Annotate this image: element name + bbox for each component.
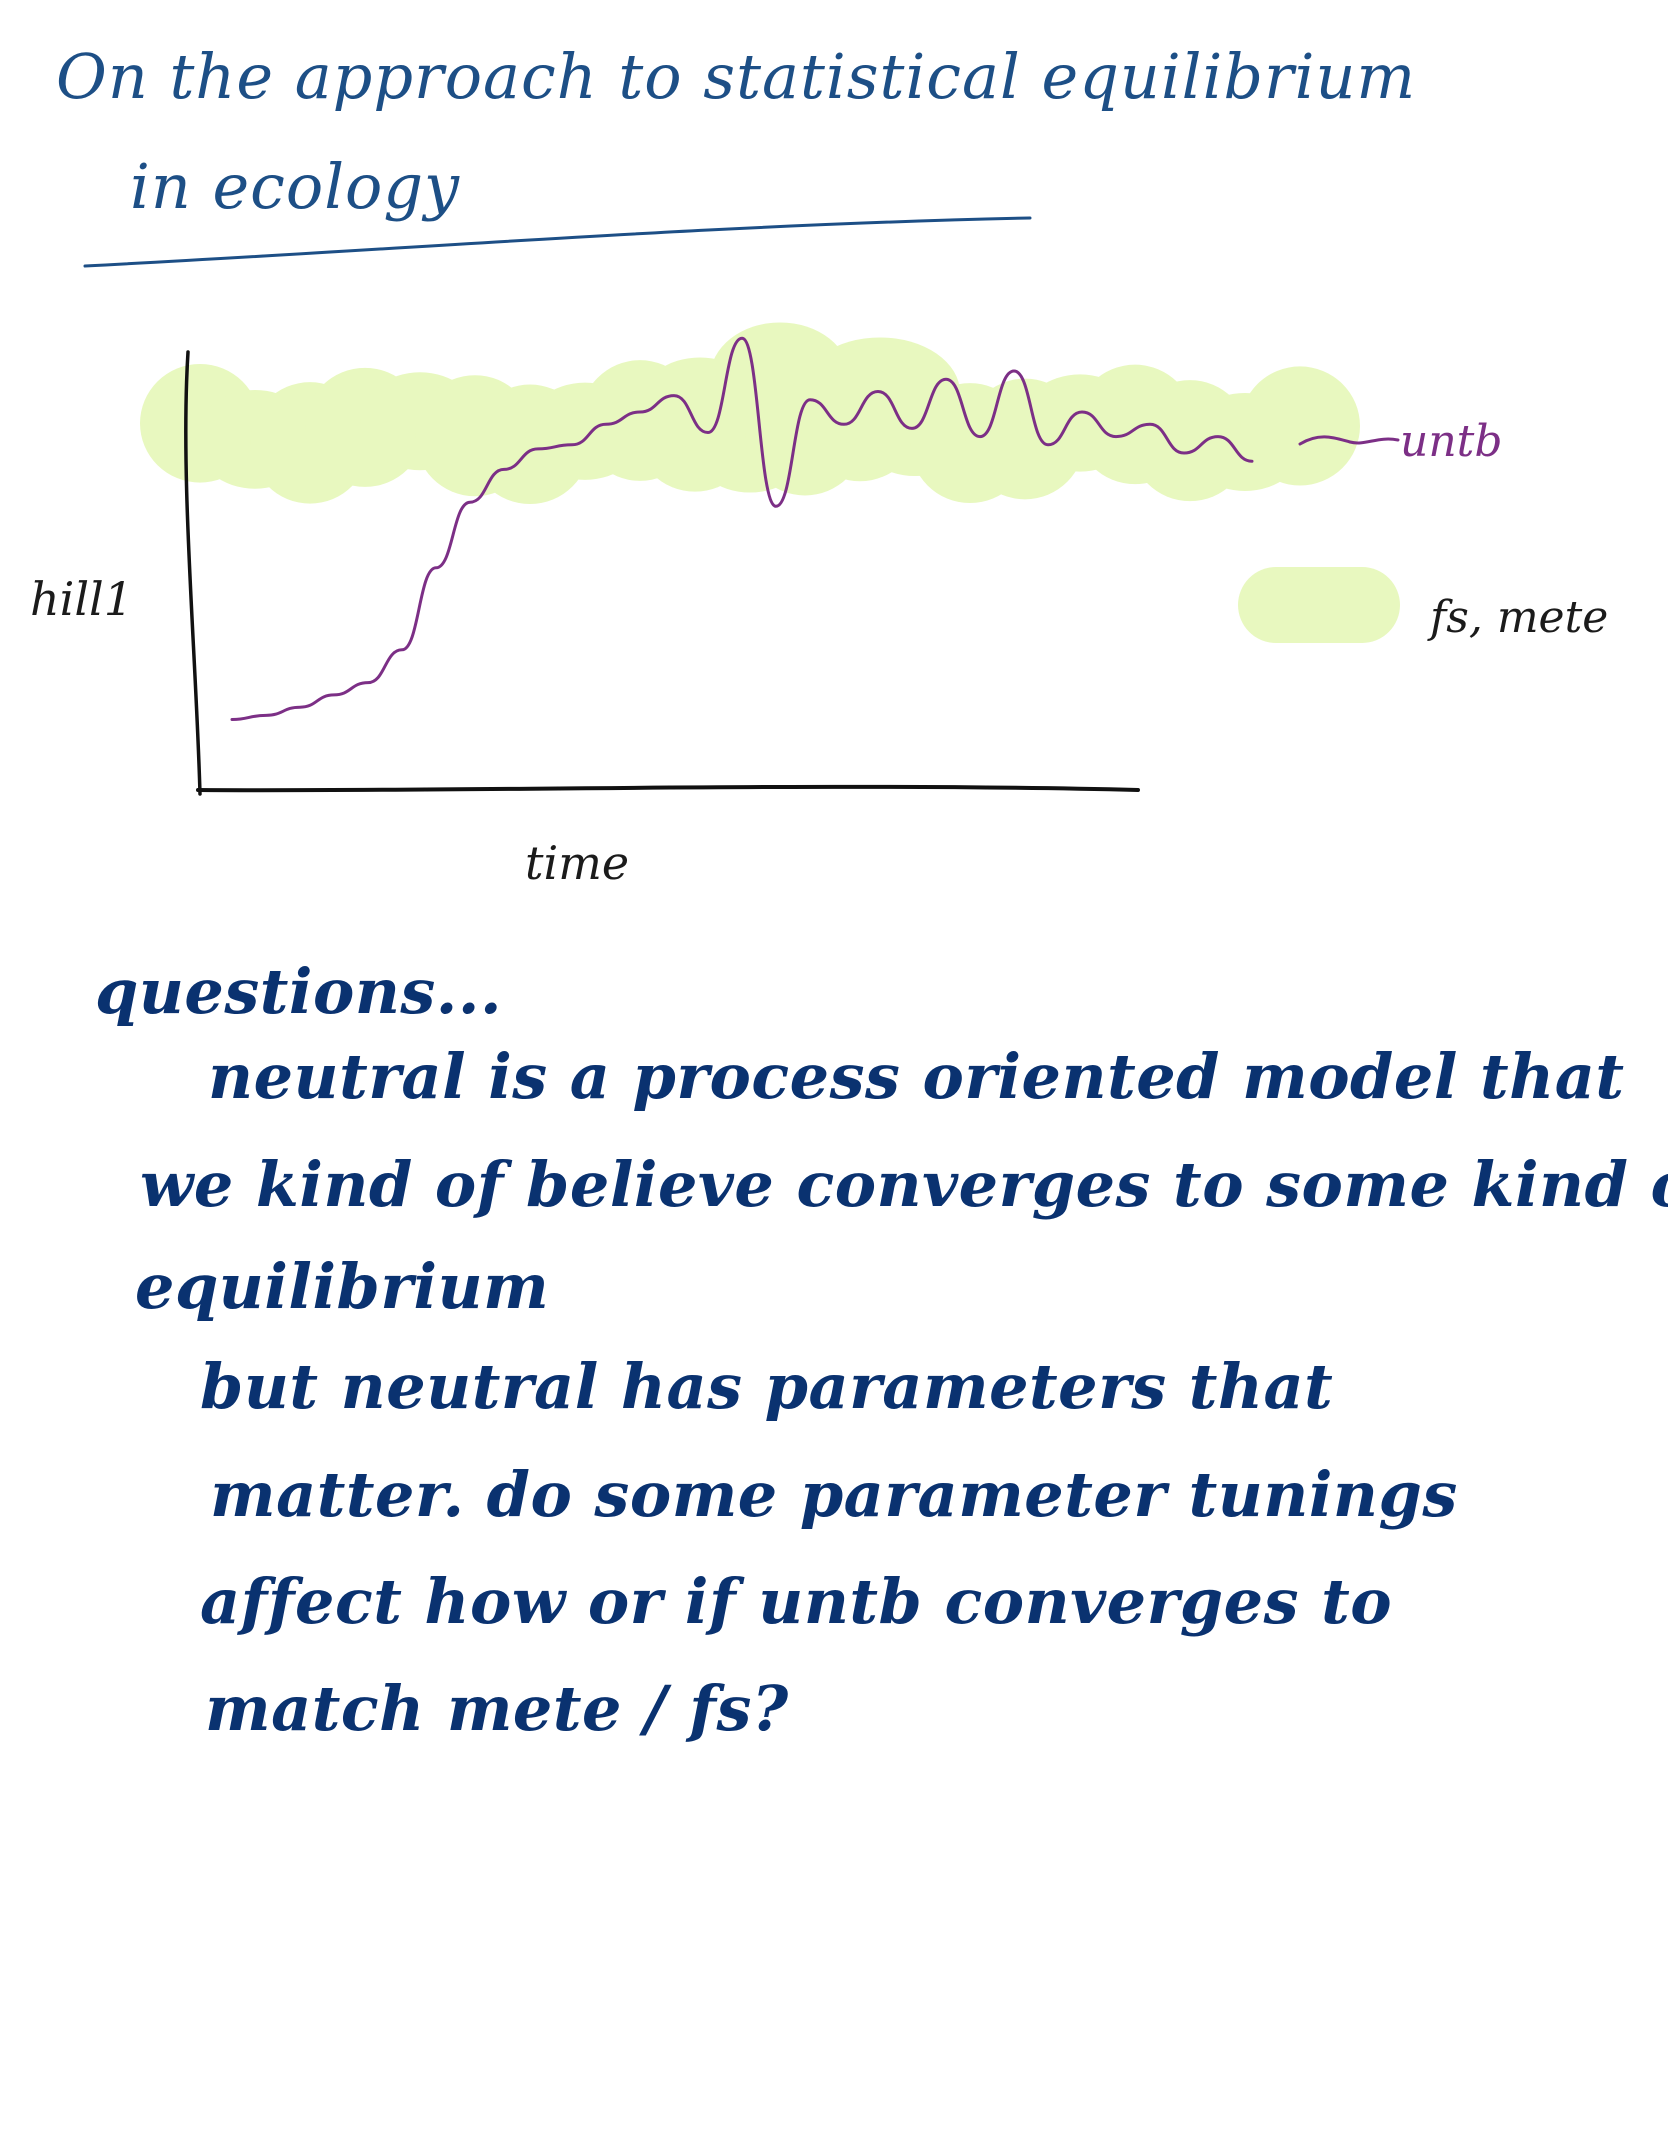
notes-line: we kind of believe converges to some kin… (140, 1148, 1668, 1221)
notes-heading: questions... (95, 955, 503, 1028)
title-line-1: On the approach to statistical equilibri… (56, 40, 1417, 113)
legend-swatch-fs-mete (1238, 567, 1400, 643)
band-blob (1240, 366, 1360, 486)
legend-label-fs-mete: fs, mete (1430, 592, 1609, 643)
y-axis-label: hill1 (30, 572, 134, 626)
title-line-2: in ecology (130, 150, 461, 223)
notes-line: affect how or if untb converges to (200, 1565, 1393, 1638)
notes-line: match mete / fs? (205, 1672, 789, 1745)
series-untb-line (230, 336, 1254, 721)
legend-label-untb: untb (1400, 416, 1503, 467)
band-blob (640, 357, 760, 448)
legend-line-untb (1298, 435, 1400, 446)
notes-line: matter. do some parameter tunings (210, 1458, 1458, 1531)
x-axis-label: time (525, 836, 630, 890)
notes-line: neutral is a process oriented model that (208, 1040, 1625, 1113)
y-axis (184, 350, 202, 796)
title-underline (83, 216, 1032, 268)
notes-line: equilibrium (135, 1250, 550, 1323)
notes-line: but neutral has parameters that (200, 1350, 1334, 1423)
x-axis (196, 784, 1140, 793)
